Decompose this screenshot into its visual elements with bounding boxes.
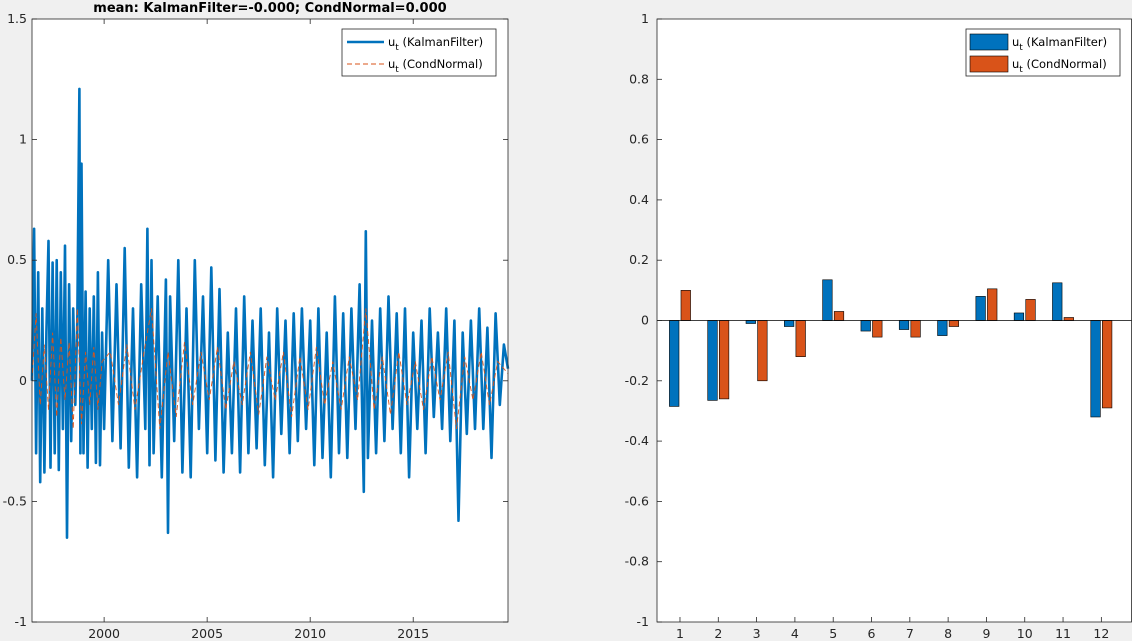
legend-entry-label: ut (KalmanFilter) — [388, 35, 483, 53]
kalman-bar — [1013, 312, 1025, 321]
condnormal-bar — [833, 311, 845, 321]
right-legend: ut (KalmanFilter)ut (CondNormal) — [965, 28, 1121, 77]
condnormal-bar — [680, 290, 691, 321]
legend-entry-subscript: t — [1019, 43, 1023, 53]
legend-entry-rest: (KalmanFilter) — [399, 35, 483, 49]
kalman-bar — [784, 320, 795, 327]
legend-entry-rest: (CondNormal) — [1023, 57, 1107, 71]
right-y-tick-label: 0.8 — [629, 71, 649, 86]
right-x-tick-label: 9 — [982, 626, 990, 641]
right-x-tick-label: 10 — [1017, 626, 1033, 641]
condnormal-bar — [910, 320, 921, 338]
legend-entry-main: u — [388, 35, 395, 49]
left-y-tick-label: -1 — [15, 614, 27, 629]
left-y-tick-label: 1 — [19, 132, 27, 147]
kalman-bar — [745, 320, 756, 324]
left-y-tick-label: 1.5 — [7, 11, 27, 26]
left-axes-frame: -1 -0.5 0 0.5 1 1.5 2000 2005 2010 2015 — [3, 11, 509, 641]
kalman-bar — [822, 279, 833, 321]
right-x-tick-label: 7 — [906, 626, 914, 641]
condnormal-bar — [718, 320, 730, 400]
kalman-bar — [860, 320, 871, 332]
condnormal-series-line — [31, 308, 509, 430]
condnormal-bar — [948, 320, 960, 327]
legend-entry-subscript: t — [395, 65, 399, 75]
right-x-tick-label: 1 — [676, 626, 684, 641]
right-x-tick-label: 11 — [1055, 626, 1071, 641]
right-y-tick-label: -0.2 — [625, 373, 649, 388]
legend-entry-label: ut (KalmanFilter) — [1012, 35, 1107, 53]
condnormal-bar — [987, 288, 998, 321]
kalman-bar — [937, 320, 948, 336]
residual-time-series-chart: mean: KalmanFilter=-0.000; CondNormal=0.… — [3, 1, 510, 641]
right-y-tick-label: 0.4 — [629, 192, 649, 207]
right-y-tick-label: 0.2 — [629, 252, 649, 267]
left-series-group — [30, 87, 510, 539]
left-x-tick-label: 2005 — [191, 626, 223, 641]
right-x-tick-label: 4 — [791, 626, 799, 641]
condnormal-bar — [757, 320, 768, 382]
kalman-bar — [1090, 320, 1101, 418]
right-y-tick-label: -0.6 — [625, 493, 649, 508]
right-x-tick-label: 8 — [944, 626, 952, 641]
left-chart-title: mean: KalmanFilter=-0.000; CondNormal=0.… — [93, 1, 446, 16]
left-axes-box — [31, 18, 509, 623]
kalman-bar — [669, 320, 680, 407]
legend-entry-rest: (KalmanFilter) — [1023, 35, 1107, 49]
left-x-tick-label: 2010 — [294, 626, 326, 641]
legend-entry-label: ut (CondNormal) — [388, 57, 483, 75]
condnormal-bar — [1063, 317, 1074, 321]
legend-entry-subscript: t — [1019, 65, 1023, 75]
legend-entry-main: u — [388, 57, 395, 71]
legend-kalman-swatch — [969, 33, 1009, 51]
right-x-tick-label: 5 — [829, 626, 837, 641]
right-x-tick-label: 12 — [1093, 626, 1109, 641]
left-x-tick-label: 2015 — [397, 626, 429, 641]
kalman-bar — [707, 320, 718, 401]
right-y-tick-label: -0.8 — [625, 554, 649, 569]
kalman-bar — [898, 320, 910, 330]
legend-entry-main: u — [1012, 35, 1019, 49]
condnormal-bar — [1025, 299, 1036, 321]
monthly-mean-bar-chart: -1-0.8-0.6-0.4-0.200.20.40.60.811 2 3 4 5 6 7 8… — [625, 11, 1132, 641]
left-y-tick-label: 0.5 — [7, 252, 27, 267]
left-legend: ut (KalmanFilter)ut (CondNormal) — [341, 28, 497, 77]
right-y-tick-label: -0.4 — [625, 433, 649, 448]
legend-entry-main: u — [1012, 57, 1019, 71]
right-y-tick-label: -1 — [637, 614, 649, 629]
kalman-bar — [1052, 282, 1063, 321]
right-y-tick-label: 0 — [641, 313, 649, 328]
right-x-tick-label: 2 — [714, 626, 722, 641]
legend-entry-subscript: t — [395, 43, 399, 53]
kalman-bar — [975, 296, 986, 321]
legend-entry-rest: (CondNormal) — [399, 57, 483, 71]
left-y-tick-label: -0.5 — [3, 493, 27, 508]
left-axes-background — [32, 19, 508, 622]
legend-entry-label: ut (CondNormal) — [1012, 57, 1107, 75]
right-y-tick-label: 1 — [641, 11, 649, 26]
right-y-tick-label: 0.6 — [629, 132, 649, 147]
left-legend-box — [341, 28, 497, 77]
condnormal-bar — [872, 320, 883, 338]
legend-condnormal-swatch — [969, 55, 1009, 73]
right-axes-frame: -1-0.8-0.6-0.4-0.200.20.40.60.811 2 3 4 5 6 7 8… — [625, 11, 1132, 641]
left-y-tick-label: 0 — [19, 373, 27, 388]
right-x-tick-label: 3 — [753, 626, 761, 641]
condnormal-bar — [795, 320, 806, 357]
right-x-tick-label: 6 — [868, 626, 876, 641]
left-x-tick-label: 2000 — [88, 626, 120, 641]
kalman-series-line — [30, 87, 510, 539]
condnormal-bar — [1102, 320, 1113, 409]
